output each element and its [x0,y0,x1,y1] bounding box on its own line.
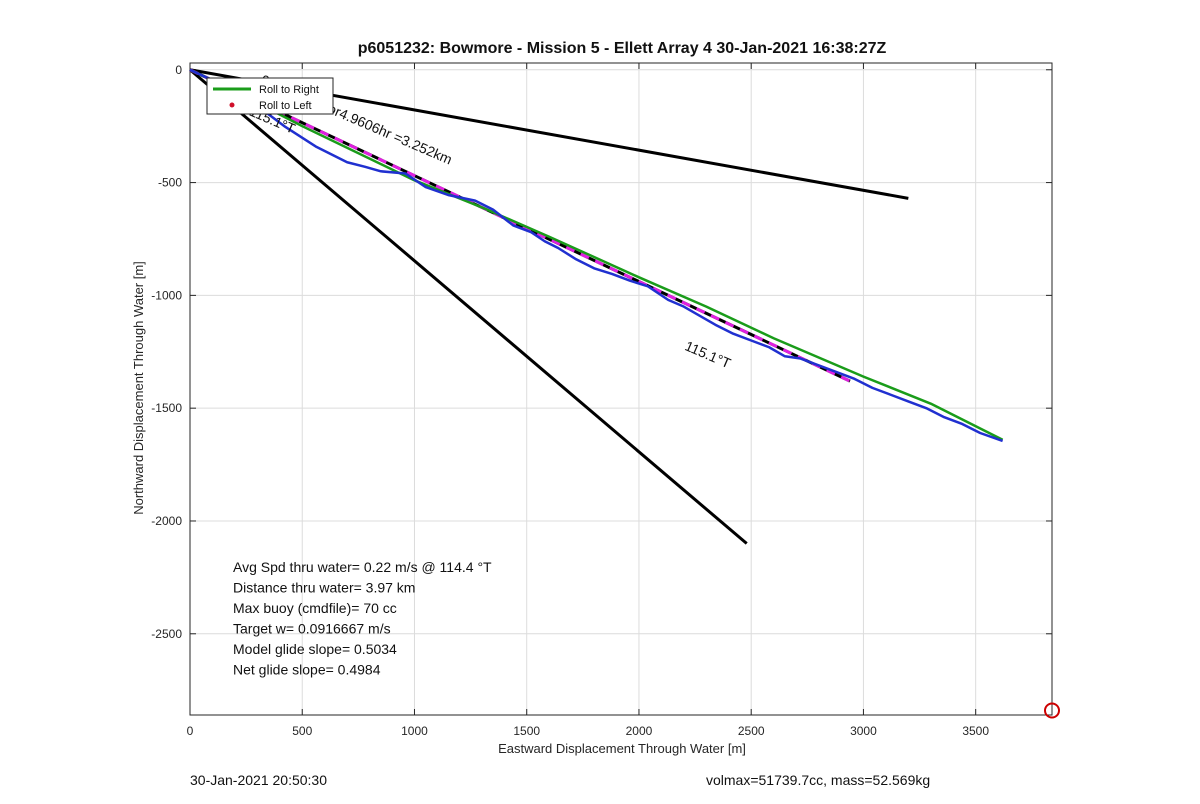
stats-line: Model glide slope= 0.5034 [233,641,397,657]
x-tick-label: 3500 [962,724,989,738]
y-axis-ticks: 0 -500 -1000 -1500 -2000 -2500 [151,63,1052,641]
y-tick-label: -500 [158,176,182,190]
y-tick-label: -2500 [151,627,182,641]
legend: Roll to Right Roll to Left [206,77,334,115]
x-tick-label: 1500 [513,724,540,738]
legend-label: Roll to Left [259,100,312,112]
footer-timestamp: 30-Jan-2021 20:50:30 [190,772,327,788]
x-tick-label: 3000 [850,724,877,738]
x-axis-label: Eastward Displacement Through Water [m] [498,741,746,756]
x-tick-label: 0 [187,724,194,738]
chart-title: p6051232: Bowmore - Mission 5 - Ellett A… [358,40,887,57]
x-tick-label: 1000 [401,724,428,738]
series-line [189,68,1004,441]
plot-area [189,62,1053,716]
stats-line: Distance thru water= 3.97 km [233,580,415,596]
y-axis-label: Northward Displacement Through Water [m] [131,261,146,515]
dashed-mean-track-overlay [189,68,851,383]
y-tick-label: 0 [175,63,182,77]
y-tick-label: -2000 [151,514,182,528]
y-tick-label: -1000 [151,288,182,302]
reference-line [189,68,748,545]
position-marker [1044,702,1060,719]
legend-swatch-dot [229,102,235,108]
gridlines [189,63,1052,715]
stats-line: Net glide slope= 0.4984 [233,662,381,678]
stats-line: Max buoy (cmdfile)= 70 cc [233,600,397,616]
legend-label: Roll to Right [259,84,319,96]
legend-box [206,77,334,115]
series-line [189,68,1004,443]
x-axis-ticks: 0 500 1000 1500 2000 2500 3000 3500 [187,63,989,738]
series-layer [189,68,1004,443]
stats-line: Avg Spd thru water= 0.22 m/s @ 114.4 °T [233,559,492,575]
stats-line: Target w= 0.0916667 m/s [233,621,391,637]
x-tick-label: 2000 [626,724,653,738]
x-tick-label: 500 [292,724,312,738]
y-tick-label: -1500 [151,401,182,415]
stats-text: Avg Spd thru water= 0.22 m/s @ 114.4 °T D… [233,559,492,678]
footer-volmax-mass: volmax=51739.7cc, mass=52.569kg [706,772,931,788]
x-tick-label: 2500 [738,724,765,738]
